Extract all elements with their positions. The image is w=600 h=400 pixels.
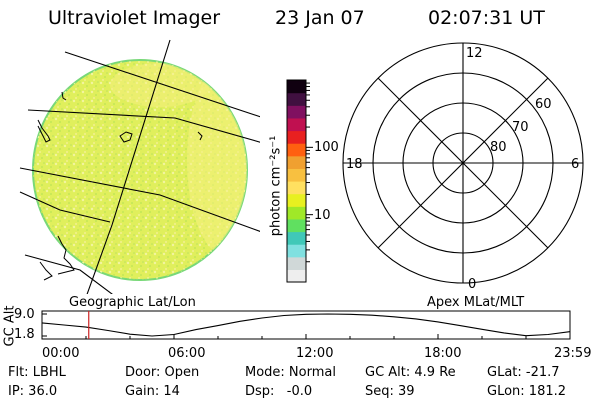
colorbar-segment: [287, 105, 306, 119]
colorbar-frame: [286, 79, 307, 283]
colorbar-tick-label: 100: [314, 140, 339, 156]
colorbar-segment: [287, 231, 306, 245]
lat-lon-grid: [19, 39, 260, 294]
altitude-curve: [41, 313, 570, 337]
colorbar-segment: [287, 269, 306, 283]
altitude-xtick-label: 12:00: [296, 346, 334, 361]
colorbar-segment: [287, 218, 306, 233]
colorbar-segment: [287, 256, 306, 270]
filter-info: Flt: LBHL: [8, 365, 66, 380]
coastlines: [37, 91, 203, 281]
colorbar-segment: [287, 193, 306, 207]
altitude-xtick-label: 00:00: [42, 346, 80, 361]
time-label: 02:07:31 UT: [428, 7, 545, 29]
instrument-title: Ultraviolet Imager: [48, 7, 221, 29]
mlt-label-6: 6: [571, 157, 580, 172]
polar-diagonal-line: [377, 77, 549, 249]
colorbar-segment: [287, 155, 306, 169]
mlt-label-0: 0: [468, 277, 477, 292]
colorbar-segment: [287, 181, 306, 195]
date-label: 23 Jan 07: [275, 7, 365, 29]
colorbar-segment: [287, 80, 306, 94]
ip-info: IP: 36.0: [8, 384, 58, 399]
altitude-xtick-label: 06:00: [168, 346, 206, 361]
gc-alt-info: GC Alt: 4.9 Re: [365, 365, 456, 380]
lat-label-70: 70: [512, 120, 529, 135]
colorbar-segment: [287, 244, 306, 258]
glon-info: GLon: 181.2: [487, 384, 567, 399]
lat-label-60: 60: [535, 97, 552, 112]
colorbar-segment: [287, 206, 306, 220]
colorbar-segment: [287, 117, 306, 132]
altitude-xtick-label: 18:00: [424, 346, 462, 361]
altitude-ytick-label: 9.0: [14, 307, 35, 322]
colorbar-segment: [287, 92, 306, 106]
colorbar-segment: [287, 130, 306, 144]
colorbar-segment: [287, 143, 306, 157]
door-info: Door: Open: [125, 365, 200, 380]
colorbar-segment: [287, 168, 306, 182]
glat-info: GLat: -21.7: [487, 365, 560, 380]
altitude-xtick-label: 23:59: [554, 346, 592, 361]
altitude-ytick-label: 1.8: [14, 327, 35, 342]
dsp-info: Dsp: -0.0: [245, 384, 313, 399]
mlt-label-18: 18: [346, 157, 363, 172]
geographic-projection-label: Geographic Lat/Lon: [69, 295, 196, 310]
seq-info: Seq: 39: [365, 384, 415, 399]
colorbar-tick-label: 10: [314, 207, 331, 223]
mlt-label-12: 12: [466, 46, 483, 61]
lat-label-80: 80: [490, 140, 507, 155]
gain-info: Gain: 14: [125, 384, 180, 399]
mode-info: Mode: Normal: [245, 365, 336, 380]
apex-projection-label: Apex MLat/MLT: [427, 295, 525, 310]
